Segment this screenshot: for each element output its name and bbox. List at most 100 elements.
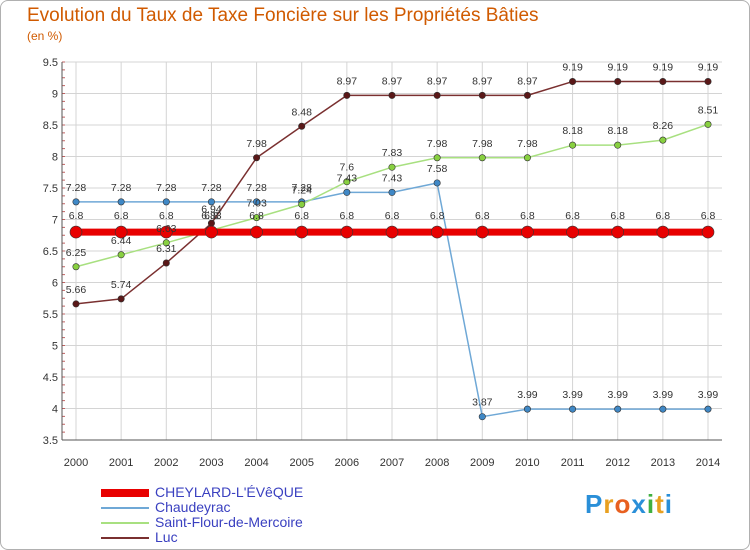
data-label: 6.8 (475, 210, 490, 222)
proxiti-logo: Proxiti (585, 489, 673, 520)
data-label: 7.83 (382, 147, 403, 159)
y-tick-label: 5.5 (43, 309, 58, 321)
data-point (659, 78, 667, 86)
data-label: 7.28 (111, 182, 132, 194)
data-label: 8.97 (472, 75, 493, 87)
data-point (162, 239, 170, 247)
data-point (72, 300, 80, 308)
data-point (253, 214, 261, 222)
data-point (69, 225, 83, 239)
data-point (72, 263, 80, 271)
y-tick-label: 7.5 (43, 183, 58, 195)
x-tick-label: 2001 (109, 457, 133, 469)
data-point (159, 225, 173, 239)
x-tick-label: 2011 (561, 457, 585, 469)
data-point (388, 91, 396, 99)
data-point (340, 225, 354, 239)
legend-swatch-luc (101, 537, 149, 539)
x-tick-label: 2002 (154, 457, 178, 469)
data-label: 7.98 (427, 138, 448, 150)
y-tick-label: 8.5 (43, 120, 58, 132)
data-label: 6.31 (156, 243, 177, 255)
data-label: 7.98 (517, 138, 538, 150)
data-point (475, 225, 489, 239)
x-tick-label: 2000 (64, 457, 88, 469)
data-point (701, 225, 715, 239)
logo-letter: x (631, 489, 647, 519)
data-point (72, 198, 80, 206)
data-label: 8.18 (562, 125, 583, 137)
y-tick-label: 3.5 (43, 435, 58, 447)
data-label: 5.74 (111, 279, 132, 291)
x-tick-label: 2014 (696, 457, 720, 469)
y-unit-label: (en %) (27, 29, 63, 43)
data-point (117, 295, 125, 303)
legend-swatch-cheylard (101, 489, 149, 497)
data-point (569, 405, 577, 413)
data-point (207, 198, 215, 206)
y-tick-label: 9.5 (43, 57, 58, 69)
data-label: 7.28 (156, 182, 177, 194)
data-point (523, 154, 531, 162)
legend-label-chaudeyrac: Chaudeyrac (155, 499, 231, 515)
data-label: 6.8 (69, 210, 84, 222)
data-point (205, 225, 218, 239)
data-point (659, 136, 667, 144)
data-label: 6.8 (159, 210, 174, 222)
data-point (478, 91, 486, 99)
data-label: 3.99 (698, 389, 719, 401)
logo-letter: t (655, 489, 665, 519)
data-label: 8.48 (291, 106, 312, 118)
data-label: 9.19 (562, 62, 583, 74)
data-point (614, 141, 622, 149)
data-point (523, 405, 531, 413)
data-point (298, 122, 306, 130)
data-label: 7.98 (472, 138, 493, 150)
logo-letter: i (664, 489, 673, 519)
data-point (388, 163, 396, 171)
data-point (385, 225, 399, 239)
logo-letter: P (585, 489, 604, 519)
data-label: 3.87 (472, 397, 493, 409)
data-point (388, 188, 396, 196)
data-label: 7.43 (337, 172, 358, 184)
data-point (614, 405, 622, 413)
x-tick-label: 2007 (380, 457, 404, 469)
data-label: 9.19 (607, 62, 628, 74)
x-tick-label: 2008 (425, 457, 449, 469)
data-point (343, 91, 351, 99)
data-point (433, 91, 441, 99)
data-label: 7.28 (246, 182, 267, 194)
data-point (566, 225, 579, 239)
data-point (250, 225, 263, 239)
x-tick-label: 2006 (335, 457, 359, 469)
legend-swatch-saint-flour (101, 522, 149, 524)
y-tick-label: 7 (52, 215, 58, 227)
data-label: 6.8 (114, 210, 129, 222)
data-point (704, 78, 712, 86)
data-label: 6.8 (204, 210, 219, 222)
data-point (611, 225, 625, 239)
y-tick-label: 4 (52, 404, 58, 416)
y-tick-label: 9 (52, 89, 58, 101)
data-label: 8.26 (653, 120, 674, 132)
y-tick-label: 6 (52, 278, 58, 290)
data-label: 9.19 (653, 62, 674, 74)
data-label: 6.8 (430, 210, 445, 222)
data-label: 8.97 (517, 75, 538, 87)
legend-label-cheylard: CHEYLARD-L'ÉVêQUE (155, 484, 304, 500)
data-label: 6.8 (294, 210, 309, 222)
data-point (521, 225, 534, 239)
data-label: 7.98 (246, 138, 267, 150)
y-tick-label: 6.5 (43, 246, 58, 258)
data-label: 6.8 (249, 210, 264, 222)
data-label: 6.8 (385, 210, 400, 222)
x-tick-label: 2009 (470, 457, 494, 469)
logo-letter: r (603, 489, 615, 519)
data-point (704, 120, 712, 128)
data-label: 6.8 (701, 210, 716, 222)
x-tick-label: 2003 (199, 457, 223, 469)
data-point (430, 225, 444, 239)
data-point (704, 405, 712, 413)
